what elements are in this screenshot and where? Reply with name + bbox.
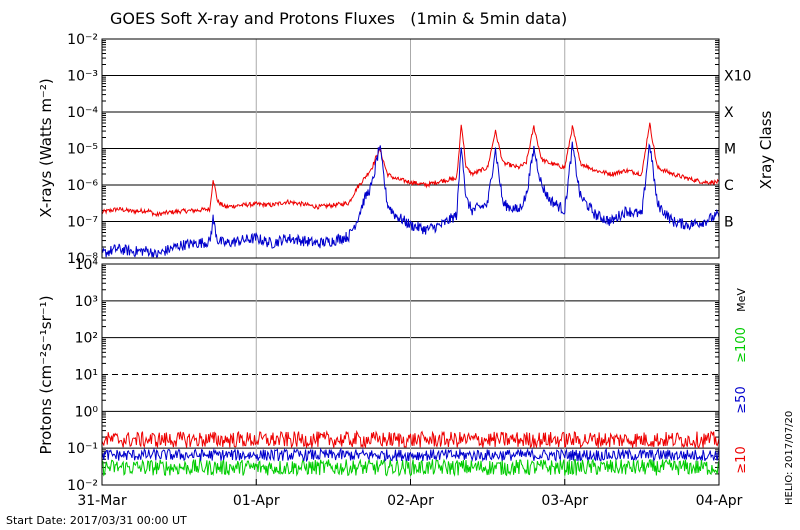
x-tick-label: 31-Mar — [77, 493, 127, 509]
x-tick-label: 04-Apr — [696, 493, 743, 509]
xray-panel: 10⁻⁸ 10⁻⁷ 10⁻⁶ 10⁻⁵ 10⁻⁴ 10⁻³ 10⁻² B C M X X10 X-r… — [37, 32, 775, 267]
xray-y-axis-label: X-rays (Watts m⁻²) — [37, 78, 55, 217]
proton-y-tick-label: 10⁴ — [75, 257, 99, 273]
x-tick-label: 01-Apr — [233, 493, 280, 509]
footer-note: HELIO: 2017/07/20 — [784, 411, 795, 505]
xray-y-tick-label: 10⁻⁵ — [67, 142, 98, 158]
proton-y-tick-label: 10⁻² — [67, 478, 98, 494]
xray-class-label: B — [724, 215, 734, 231]
xray-class-label: C — [724, 178, 734, 194]
proton-legend: ≥10 ≥50 ≥100 — [734, 327, 749, 474]
xray-class-labels: B C M X X10 — [724, 69, 751, 231]
xray-class-label: X10 — [724, 69, 751, 85]
xray-panel-frame — [101, 38, 720, 259]
xray-y-tick-label: 10⁻⁴ — [67, 105, 98, 121]
x-tick-labels: 31-Mar 01-Apr 02-Apr 03-Apr 04-Apr — [77, 479, 743, 509]
xray-class-label: X — [724, 105, 734, 121]
proton-legend-label-0: ≥10 — [734, 446, 749, 473]
proton-series-line-1 — [101, 447, 720, 463]
xray-y-tick-label: 10⁻³ — [67, 69, 98, 85]
xray-series-line-1 — [101, 141, 720, 259]
xray-gridlines — [102, 39, 719, 258]
proton-series-line-2 — [101, 457, 720, 477]
xray-series-line-0 — [101, 122, 720, 218]
proton-panel: 10⁻² 10⁻¹ 10⁰ 10¹ 10² 10³ 10⁴ Protons (cm⁻²s⁻¹… — [37, 257, 749, 494]
x-tick-label: 02-Apr — [387, 493, 434, 509]
proton-y-tick-label: 10² — [75, 331, 98, 347]
xray-class-label: M — [724, 142, 736, 158]
xray-y-tick-label: 10⁻² — [67, 32, 98, 48]
proton-y-tick-label: 10¹ — [75, 368, 98, 384]
proton-unit-label: MeV — [735, 288, 748, 312]
xray-y-tick-label: 10⁻⁶ — [67, 178, 98, 194]
proton-legend-label-2: ≥100 — [734, 327, 749, 363]
xray-class-axis-label: Xray Class — [757, 110, 775, 189]
chart-title: GOES Soft X-ray and Protons Fluxes (1min… — [110, 9, 567, 28]
xray-y-tick-label: 10⁻⁷ — [67, 215, 98, 231]
proton-series-line-0 — [101, 429, 720, 449]
proton-gridlines — [102, 264, 719, 485]
proton-series-group — [101, 429, 720, 477]
xray-series-group — [101, 122, 720, 259]
proton-y-tick-labels: 10⁻² 10⁻¹ 10⁰ 10¹ 10² 10³ 10⁴ — [67, 257, 98, 494]
proton-y-tick-label: 10⁻¹ — [67, 441, 98, 457]
xray-y-tick-label: 10⁻⁸ — [67, 251, 98, 267]
proton-y-tick-label: 10⁰ — [75, 404, 99, 420]
proton-y-axis-label: Protons (cm⁻²s⁻¹sr⁻¹) — [37, 295, 55, 454]
x-tick-label: 03-Apr — [541, 493, 588, 509]
proton-y-tick-label: 10³ — [75, 294, 98, 310]
proton-legend-label-1: ≥50 — [734, 386, 749, 413]
start-date-label: Start Date: 2017/03/31 00:00 UT — [6, 514, 187, 527]
xray-y-tick-labels: 10⁻⁸ 10⁻⁷ 10⁻⁶ 10⁻⁵ 10⁻⁴ 10⁻³ 10⁻² — [67, 32, 98, 267]
